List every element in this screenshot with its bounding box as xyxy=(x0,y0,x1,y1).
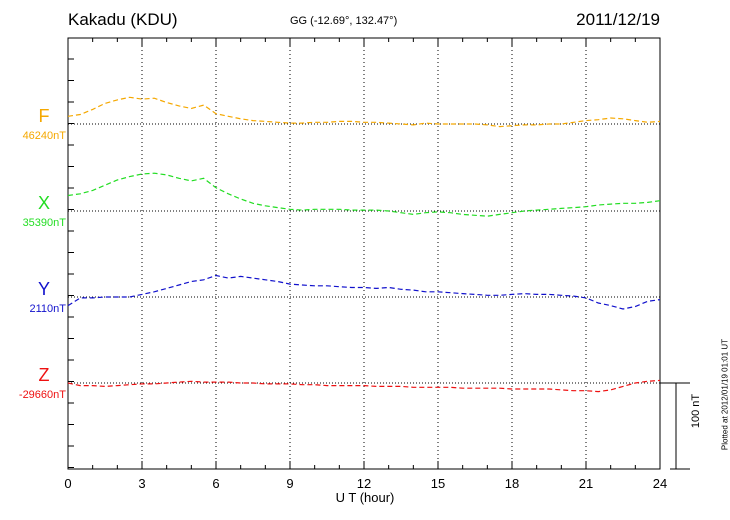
channel-label-x: X xyxy=(37,193,50,213)
x-tick-label: 15 xyxy=(431,476,445,491)
x-tick-label: 9 xyxy=(286,476,293,491)
channel-baseline-x: 35390nT xyxy=(22,217,66,229)
channel-baseline-f: 46240nT xyxy=(22,130,66,142)
x-tick-label: 3 xyxy=(138,476,145,491)
x-tick-label: 18 xyxy=(505,476,519,491)
channel-baseline-z: -29660nT xyxy=(18,389,66,401)
station-title: Kakadu (KDU) xyxy=(68,10,178,29)
series-line-x xyxy=(67,172,661,217)
plotted-at-note: Plotted at 2012/01/19 01:01 UT xyxy=(720,338,730,451)
channel-baseline-y: 2110nT xyxy=(29,303,67,315)
chart-date: 2011/12/19 xyxy=(576,10,660,29)
x-tick-label: 6 xyxy=(212,476,219,491)
x-tick-label: 21 xyxy=(579,476,593,491)
series-line-f xyxy=(67,96,661,128)
scale-bar-label: 100 nT xyxy=(690,393,702,429)
series-line-z xyxy=(67,379,661,393)
x-tick-label: 24 xyxy=(653,476,667,491)
channel-label-y: Y xyxy=(37,279,50,299)
x-tick-label: 0 xyxy=(64,476,71,491)
x-axis-label: U T (hour) xyxy=(335,490,395,505)
channel-label-f: F xyxy=(38,106,50,126)
x-tick-label: 12 xyxy=(357,476,371,491)
series-line-y xyxy=(67,274,661,310)
station-coordinates: GG (-12.69°, 132.47°) xyxy=(290,15,398,27)
channel-label-z: Z xyxy=(38,365,50,385)
